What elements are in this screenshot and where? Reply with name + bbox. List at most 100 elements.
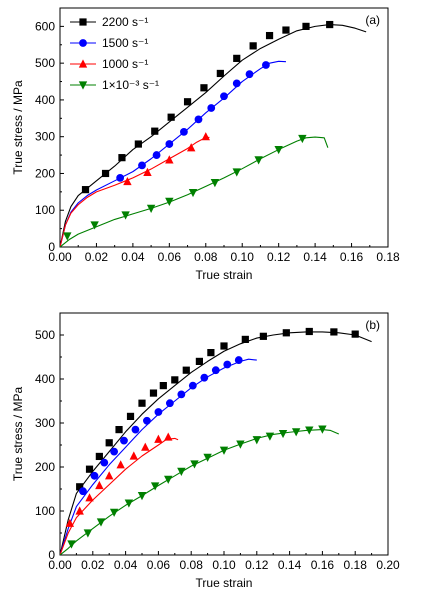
series-line-0 bbox=[60, 24, 367, 247]
data-point bbox=[143, 167, 152, 176]
data-point bbox=[182, 366, 190, 374]
y-tick-label: 500 bbox=[35, 56, 55, 70]
panel-b: 0.00 0.02 0.04 0.06 0.08 0.10 0.12 0.14 0.16 0.18… bbox=[11, 312, 400, 590]
x-tick-label: 0.06 bbox=[147, 558, 171, 572]
data-point bbox=[105, 439, 113, 447]
data-point bbox=[95, 452, 103, 461]
data-point bbox=[129, 451, 138, 460]
data-point bbox=[81, 186, 90, 194]
data-point bbox=[298, 134, 307, 144]
x-tick-label: 0.00 bbox=[48, 250, 72, 264]
data-point bbox=[188, 188, 198, 198]
series-line-2 bbox=[60, 437, 179, 555]
y-tick-label: 100 bbox=[35, 504, 55, 518]
data-point bbox=[201, 132, 210, 141]
x-tick-label: 0.02 bbox=[81, 558, 105, 572]
data-point bbox=[141, 442, 150, 451]
data-point bbox=[164, 432, 173, 441]
data-point bbox=[171, 376, 179, 384]
series-line-0 bbox=[60, 331, 372, 555]
data-point bbox=[318, 425, 327, 434]
panel-a: 0.00 0.02 0.04 0.06 0.08 0.10 0.12 0.14 0.16 0.18… bbox=[11, 7, 400, 282]
data-point bbox=[326, 20, 334, 29]
panel-label: (b) bbox=[365, 318, 380, 332]
data-point bbox=[241, 335, 249, 343]
data-point bbox=[220, 92, 228, 101]
data-point bbox=[165, 399, 174, 408]
series-line-3 bbox=[60, 429, 340, 555]
legend-marker bbox=[78, 59, 88, 68]
data-point bbox=[75, 506, 84, 515]
data-point bbox=[159, 382, 167, 390]
data-point bbox=[330, 328, 338, 336]
data-point bbox=[282, 329, 290, 337]
data-point bbox=[165, 140, 174, 148]
data-point bbox=[116, 173, 125, 182]
data-point bbox=[245, 70, 254, 79]
data-point bbox=[150, 482, 160, 491]
data-point bbox=[79, 487, 87, 496]
data-point bbox=[76, 483, 84, 491]
x-tick-label: 0.18 bbox=[376, 250, 400, 264]
y-tick-label: 200 bbox=[35, 166, 55, 180]
data-point bbox=[200, 373, 209, 382]
data-point bbox=[63, 232, 72, 241]
series-line-2 bbox=[60, 136, 210, 247]
data-point bbox=[254, 156, 263, 165]
data-point bbox=[124, 499, 134, 508]
legend-marker bbox=[79, 39, 87, 47]
data-point bbox=[120, 436, 128, 445]
data-point bbox=[154, 434, 163, 443]
legend-entry: 2200 s⁻¹ bbox=[102, 15, 148, 29]
data-point bbox=[96, 518, 106, 527]
data-point bbox=[200, 84, 208, 92]
series-line-1 bbox=[60, 60, 286, 247]
x-tick-label: 0.16 bbox=[340, 250, 364, 264]
series-line-3 bbox=[60, 136, 329, 247]
data-point bbox=[95, 480, 104, 490]
data-point bbox=[262, 61, 270, 69]
data-point bbox=[211, 366, 220, 375]
y-tick-label: 500 bbox=[35, 328, 55, 342]
data-point bbox=[177, 467, 186, 476]
data-point bbox=[351, 330, 359, 338]
data-point bbox=[233, 54, 241, 62]
data-point bbox=[138, 161, 146, 170]
x-tick-label: 0.06 bbox=[158, 250, 182, 264]
data-point bbox=[305, 327, 313, 336]
data-point bbox=[143, 416, 151, 425]
data-point bbox=[149, 389, 158, 397]
x-tick-label: 0.10 bbox=[212, 558, 236, 572]
x-tick-label: 0.16 bbox=[311, 558, 335, 572]
data-point bbox=[165, 197, 174, 207]
data-point bbox=[220, 342, 228, 350]
data-point bbox=[207, 349, 215, 357]
data-point bbox=[305, 426, 314, 435]
data-point bbox=[265, 31, 274, 40]
x-tick-label: 0.00 bbox=[48, 558, 72, 572]
x-tick-label: 0.08 bbox=[180, 558, 204, 572]
y-tick-label: 400 bbox=[35, 372, 55, 386]
x-tick-label: 0.08 bbox=[194, 250, 218, 264]
legend-entry: 1×10⁻³ s⁻¹ bbox=[102, 78, 159, 92]
data-point bbox=[249, 42, 257, 50]
data-point bbox=[236, 440, 245, 449]
x-tick-label: 0.12 bbox=[245, 558, 269, 572]
y-tick-label: 300 bbox=[35, 416, 55, 430]
y-tick-label: 400 bbox=[35, 93, 55, 107]
x-tick-label: 0.14 bbox=[278, 558, 302, 572]
x-tick-label: 0.02 bbox=[85, 250, 109, 264]
data-point bbox=[131, 425, 140, 434]
panel-label: (a) bbox=[365, 13, 380, 27]
y-axis-title: True stress / MPa bbox=[11, 80, 25, 175]
data-point bbox=[183, 98, 192, 106]
data-point bbox=[101, 169, 110, 178]
legend-marker bbox=[78, 81, 88, 90]
data-point bbox=[278, 429, 288, 439]
data-point bbox=[152, 151, 161, 159]
series-line-1 bbox=[60, 358, 257, 555]
data-point bbox=[216, 69, 224, 78]
x-tick-label: 0.04 bbox=[121, 250, 145, 264]
data-point bbox=[151, 127, 159, 135]
data-point bbox=[265, 432, 275, 441]
